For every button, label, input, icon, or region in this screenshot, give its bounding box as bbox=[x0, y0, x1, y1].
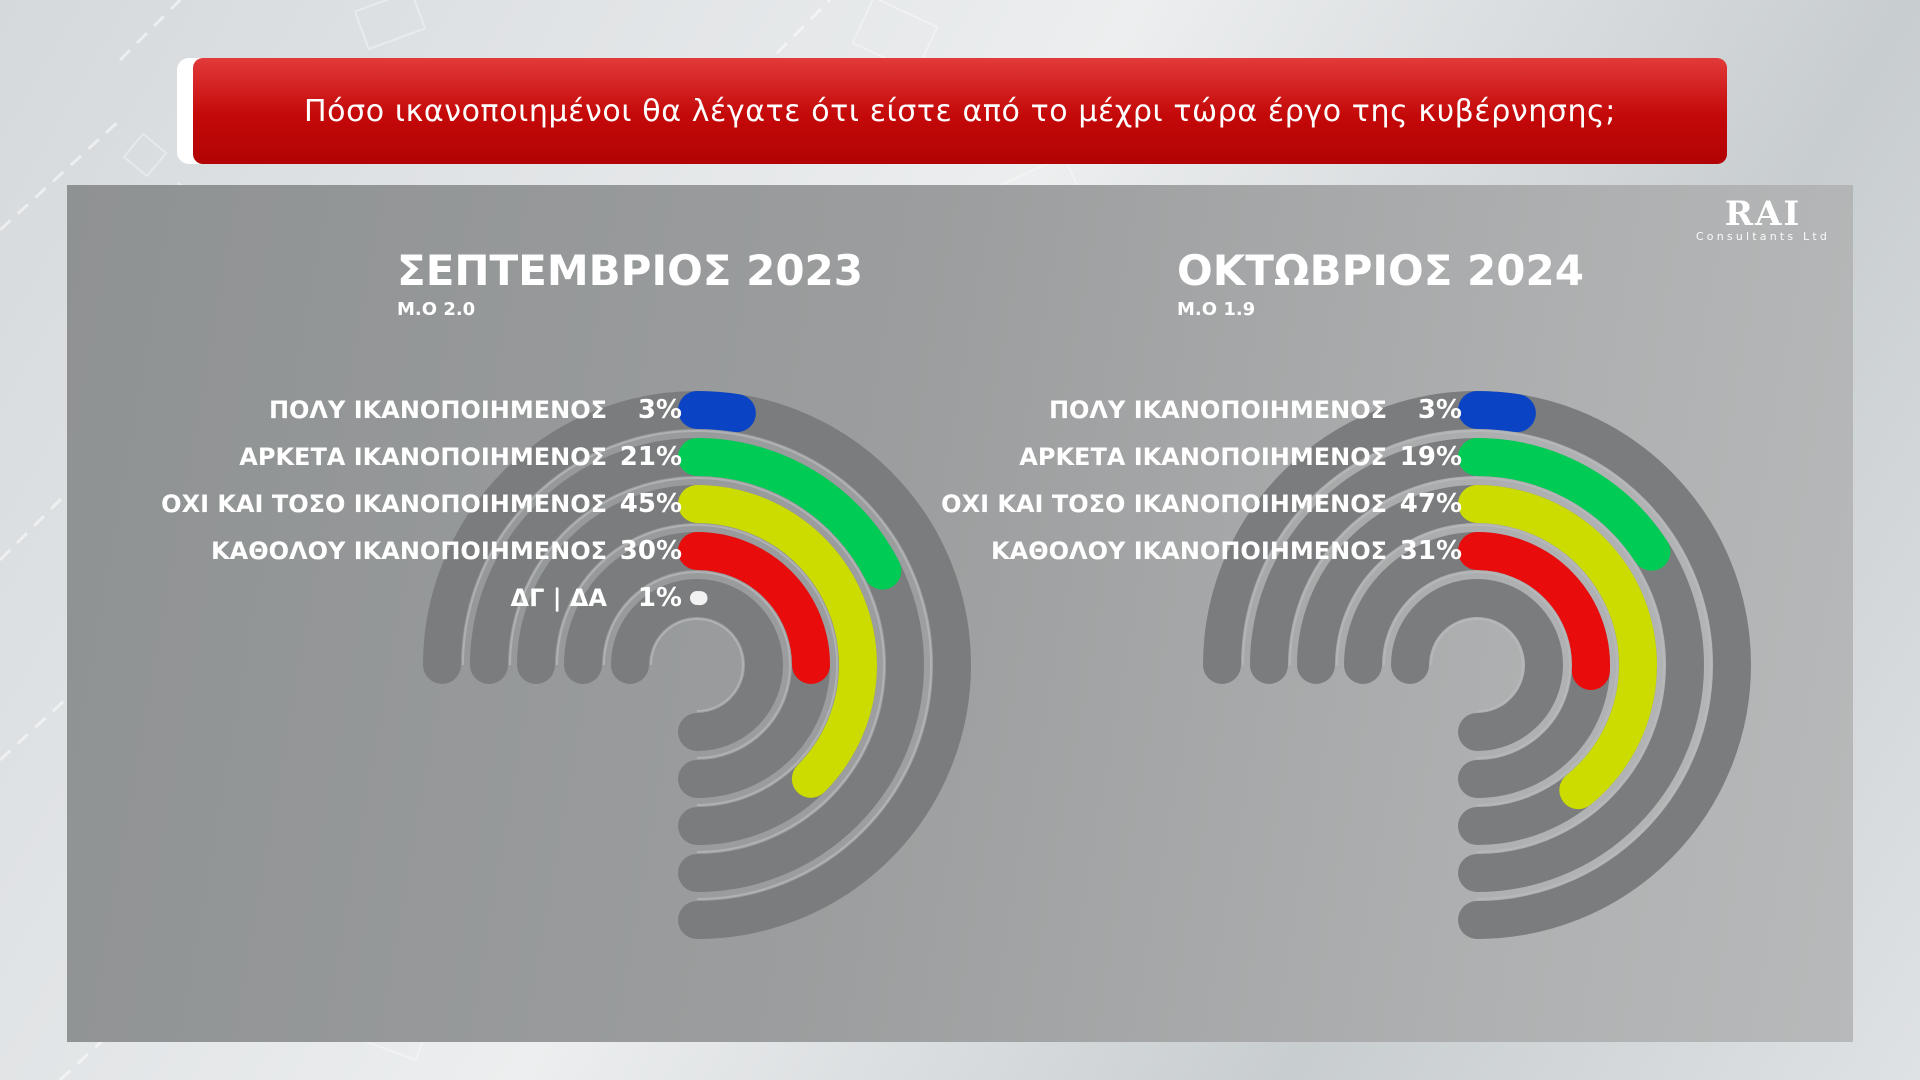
category-label: ΚΑΘΟΛΟΥ ΙΚΑΝΟΠΟΙΗΜΕΝΟΣ bbox=[211, 537, 607, 565]
chart-subtitle: Μ.Ο 2.0 bbox=[397, 299, 475, 320]
value-label: 3% bbox=[1418, 395, 1462, 425]
value-arc bbox=[1458, 391, 1536, 433]
rai-logo: RAI Consultants Ltd bbox=[1686, 197, 1840, 243]
ring-edge bbox=[1336, 524, 1618, 806]
logo-subtitle: Consultants Ltd bbox=[1695, 230, 1831, 243]
question-text: Πόσο ικανοποιημένοι θα λέγατε ότι είστε … bbox=[304, 93, 1616, 129]
value-label: 30% bbox=[620, 536, 682, 566]
value-label: 3% bbox=[638, 395, 682, 425]
ring-edge bbox=[1289, 477, 1665, 853]
value-arc bbox=[1458, 485, 1657, 810]
chart-title: ΣΕΠΤΕΜΒΡΙΟΣ 2023 bbox=[397, 246, 863, 295]
category-label: ΔΓ | ΔΑ bbox=[511, 584, 608, 612]
value-label: 47% bbox=[1400, 489, 1462, 519]
value-arc bbox=[678, 391, 756, 433]
chart-2: ΟΚΤΩΒΡΙΟΣ 2024 Μ.Ο 1.9 ΠΟΛΥ ΙΚΑΝΟΠΟΙΗΜΕΝΟΣ… bbox=[941, 246, 1751, 939]
ring-edge bbox=[1242, 430, 1712, 900]
ring-edge bbox=[1383, 571, 1571, 759]
category-label: ΑΡΚΕΤΑ ΙΚΑΝΟΠΟΙΗΜΕΝΟΣ bbox=[239, 443, 607, 471]
value-arc bbox=[1458, 438, 1671, 571]
chart-1: ΣΕΠΤΕΜΒΡΙΟΣ 2023 Μ.Ο 2.0 ΠΟΛΥ ΙΚΑΝΟΠΟΙΗΜΕΝ… bbox=[161, 246, 971, 939]
chart-title: ΟΚΤΩΒΡΙΟΣ 2024 bbox=[1177, 246, 1584, 295]
ring-edge bbox=[1430, 618, 1524, 712]
ring-track bbox=[611, 579, 783, 751]
ring-track bbox=[1203, 391, 1751, 939]
category-label: ΚΑΘΟΛΟΥ ΙΚΑΝΟΠΟΙΗΜΕΝΟΣ bbox=[991, 537, 1387, 565]
ring-edge bbox=[556, 524, 838, 806]
ring-edge bbox=[650, 618, 744, 712]
category-label: ΟΧΙ ΚΑΙ ΤΟΣΟ ΙΚΑΝΟΠΟΙΗΜΕΝΟΣ bbox=[941, 490, 1387, 518]
value-label: 19% bbox=[1400, 442, 1462, 472]
value-label: 21% bbox=[620, 442, 682, 472]
category-label: ΑΡΚΕΤΑ ΙΚΑΝΟΠΟΙΗΜΕΝΟΣ bbox=[1019, 443, 1387, 471]
value-arc bbox=[678, 532, 830, 684]
ring-edge bbox=[509, 477, 885, 853]
chart-subtitle: Μ.Ο 1.9 bbox=[1177, 299, 1255, 320]
chart-panel: ΣΕΠΤΕΜΒΡΙΟΣ 2023 Μ.Ο 2.0 ΠΟΛΥ ΙΚΑΝΟΠΟΙΗΜΕΝ… bbox=[67, 185, 1853, 1042]
question-banner: Πόσο ικανοποιημένοι θα λέγατε ότι είστε … bbox=[193, 58, 1727, 164]
category-label: ΟΧΙ ΚΑΙ ΤΟΣΟ ΙΚΑΝΟΠΟΙΗΜΕΝΟΣ bbox=[161, 490, 607, 518]
radial-charts: ΣΕΠΤΕΜΒΡΙΟΣ 2023 Μ.Ο 2.0 ΠΟΛΥ ΙΚΑΝΟΠΟΙΗΜΕΝ… bbox=[161, 246, 1751, 939]
category-label: ΠΟΛΥ ΙΚΑΝΟΠΟΙΗΜΕΝΟΣ bbox=[269, 396, 607, 424]
value-label: 31% bbox=[1400, 536, 1462, 566]
logo-name: RAI bbox=[1724, 194, 1802, 234]
ring-edge bbox=[603, 571, 791, 759]
value-arc bbox=[678, 485, 877, 798]
value-label: 1% bbox=[638, 583, 682, 613]
ring-track bbox=[423, 391, 971, 939]
value-arc bbox=[678, 438, 902, 590]
value-label: 45% bbox=[620, 489, 682, 519]
ring-track bbox=[1391, 579, 1563, 751]
category-label: ΠΟΛΥ ΙΚΑΝΟΠΟΙΗΜΕΝΟΣ bbox=[1049, 396, 1387, 424]
value-arc bbox=[1458, 532, 1610, 690]
ring-edge bbox=[462, 430, 932, 900]
